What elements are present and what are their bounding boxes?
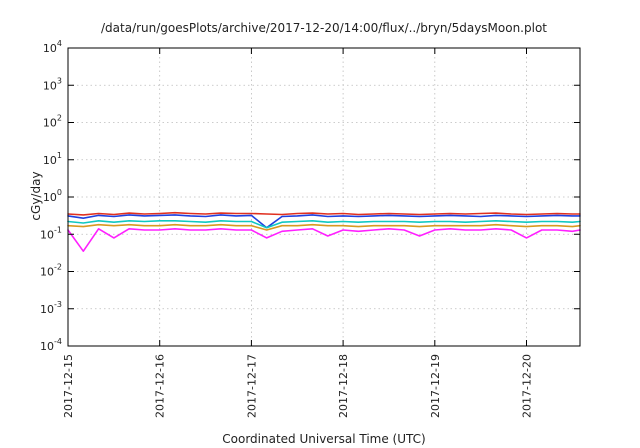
x-tick-label: 2017-12-18 bbox=[337, 354, 350, 418]
x-tick-label: 2017-12-20 bbox=[521, 354, 534, 418]
grid bbox=[68, 48, 580, 346]
series-line-3 bbox=[67, 220, 581, 229]
y-tick-label: 104 bbox=[43, 39, 62, 55]
y-tick-label: 10-4 bbox=[40, 337, 62, 353]
x-tick-labels: 2017-12-15 2017-12-16 2017-12-17 2017-12-18… bbox=[62, 354, 534, 418]
chart-title: /data/run/goesPlots/archive/2017-12-20/1… bbox=[101, 21, 547, 35]
series-line-2 bbox=[67, 214, 581, 229]
series-line-1 bbox=[67, 211, 581, 216]
y-tick-labels: 10-4 10-3 10-2 10-1 100 101 102 103 104 bbox=[40, 39, 62, 353]
series-line-5 bbox=[67, 228, 581, 252]
y-tick-label: 10-2 bbox=[40, 263, 62, 279]
y-tick-label: 103 bbox=[43, 76, 62, 92]
x-axis-label: Coordinated Universal Time (UTC) bbox=[222, 432, 425, 446]
x-tick-label: 2017-12-16 bbox=[154, 354, 167, 418]
y-tick-label: 10-1 bbox=[40, 225, 62, 241]
y-tick-label: 10-3 bbox=[40, 300, 62, 316]
y-tick-label: 101 bbox=[43, 151, 62, 167]
ticks bbox=[67, 47, 580, 347]
series-layer bbox=[67, 211, 581, 252]
y-axis-label: cGy/day bbox=[29, 171, 43, 220]
series-line-4 bbox=[67, 223, 581, 231]
y-tick-label: 100 bbox=[43, 188, 62, 204]
x-tick-label: 2017-12-15 bbox=[62, 354, 75, 418]
y-tick-label: 102 bbox=[43, 114, 62, 130]
x-tick-label: 2017-12-17 bbox=[245, 354, 258, 418]
x-tick-label: 2017-12-19 bbox=[429, 354, 442, 418]
